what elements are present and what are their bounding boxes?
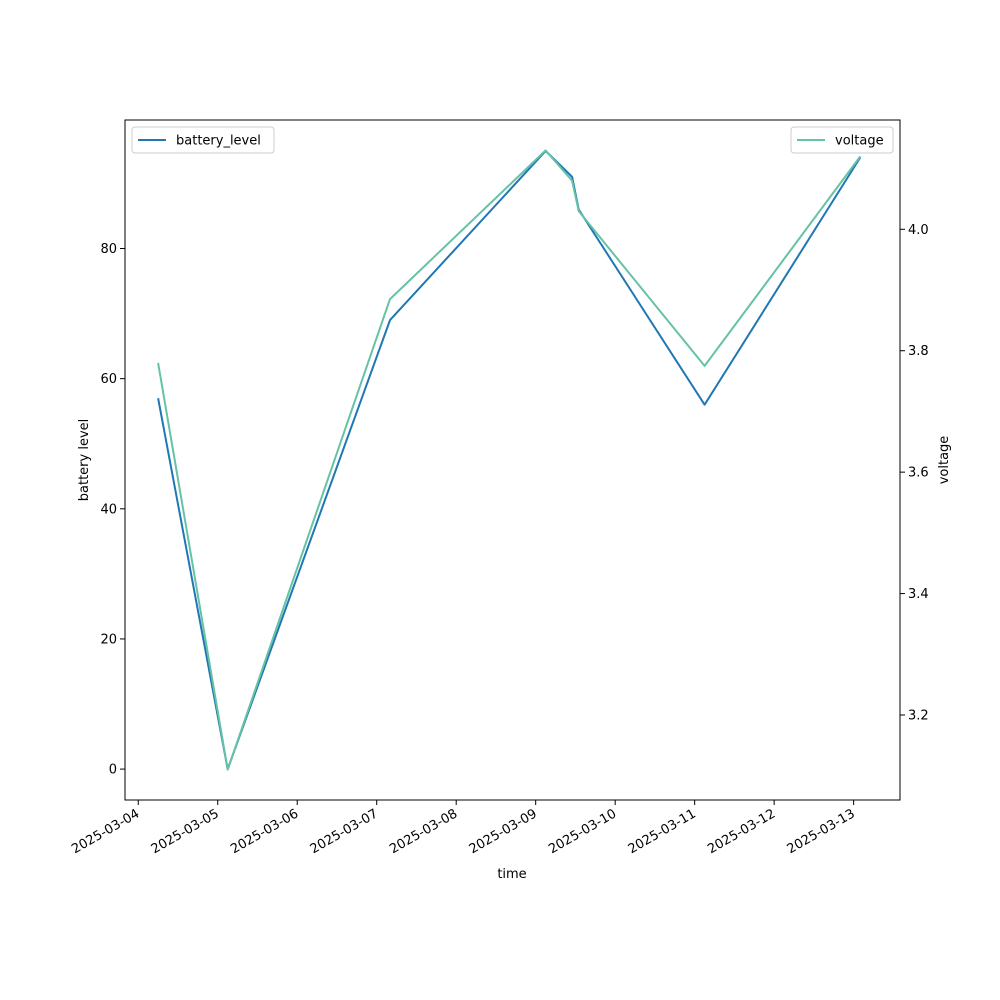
y-tick-label: 20	[100, 632, 117, 647]
series-line-battery-level	[157, 149, 862, 771]
y-axis-right: 3.2 3.4 3.6 3.8 4.0	[900, 223, 929, 724]
x-axis-label: time	[497, 867, 526, 882]
y-tick-label: 60	[100, 372, 117, 387]
legend-voltage: voltage	[790, 126, 894, 154]
legend-battery-level: battery_level	[131, 126, 275, 154]
y-axis-label: battery level	[77, 419, 92, 502]
plot-area	[157, 149, 862, 771]
y2-tick-label: 3.6	[908, 466, 929, 481]
y-tick-label: 0	[109, 763, 117, 778]
legend-box	[131, 126, 275, 154]
legend-label-voltage: voltage	[835, 134, 884, 149]
y2-tick-label: 3.4	[908, 587, 929, 602]
y-tick-label: 40	[100, 502, 117, 517]
legend-box	[790, 126, 894, 154]
y-tick-label: 80	[100, 242, 117, 257]
y2-tick-label: 3.2	[908, 709, 929, 724]
series-line-voltage	[157, 149, 862, 771]
y-axis-left: 0 20 40 60 80	[100, 242, 125, 778]
y2-tick-label: 3.8	[908, 344, 929, 359]
y2-tick-label: 4.0	[908, 223, 929, 238]
plot-frame	[124, 119, 901, 801]
legend-label-battery-level: battery_level	[176, 134, 261, 149]
y2-axis-label: voltage	[937, 436, 952, 485]
